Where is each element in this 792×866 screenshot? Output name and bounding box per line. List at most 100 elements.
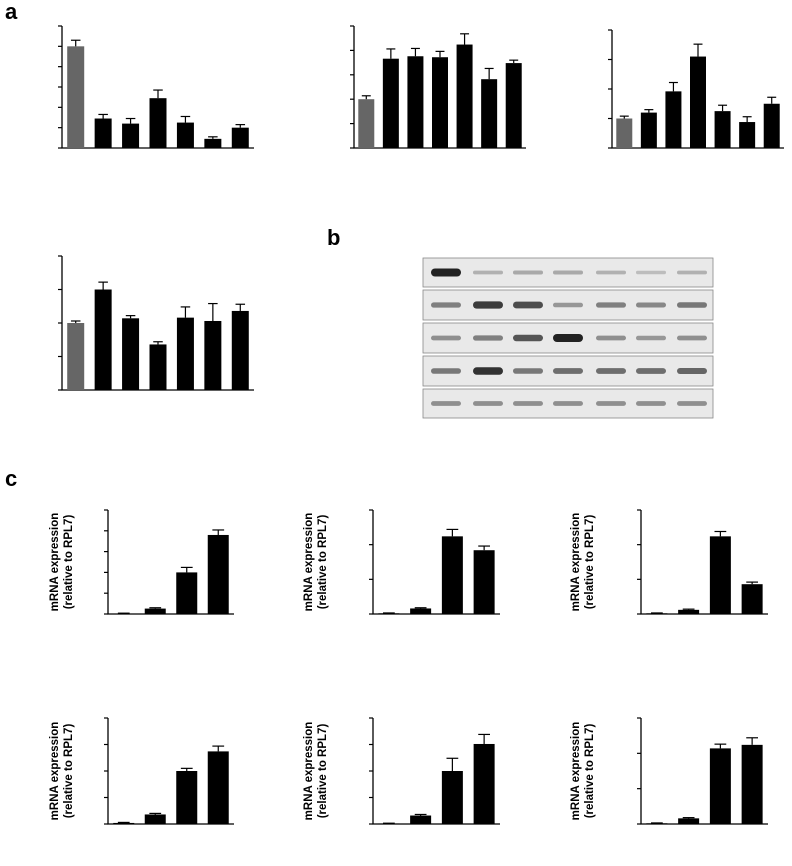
chart-g07: mRNA expression (relative to RPL7): [49, 717, 234, 825]
blot-band: [473, 301, 503, 309]
blot-band: [473, 335, 503, 341]
bar-g07: [714, 111, 731, 148]
bar-g03: [690, 56, 706, 148]
bar-bcl-xl: [176, 572, 198, 614]
blot-band: [553, 334, 583, 342]
bar-g02: [665, 91, 682, 148]
chart-bcl2: [58, 25, 254, 149]
y-axis-label-line2: (relative to RPL7): [317, 724, 329, 819]
blot-band: [431, 302, 461, 308]
bar-np: [67, 323, 85, 390]
bar-g09: [505, 63, 522, 149]
blot-band: [636, 335, 666, 341]
bar-g01: [94, 118, 112, 148]
blot-band: [473, 367, 503, 375]
bar-bcl-w: [678, 609, 700, 614]
blot-band: [596, 335, 626, 341]
bar-bcl-2: [113, 822, 135, 824]
y-axis-label-line2: (relative to RPL7): [63, 724, 75, 819]
panel-label-c: c: [5, 466, 17, 491]
blot-band: [596, 368, 626, 374]
blot-band: [431, 401, 461, 406]
chart-g08: mRNA expression (relative to RPL7): [303, 717, 500, 825]
bar-mcl-1: [207, 751, 229, 824]
blot-band: [513, 401, 543, 406]
blot-band: [553, 401, 583, 406]
blot-band: [596, 302, 626, 308]
chart-g02: mRNA expression (relative to RPL7): [303, 509, 500, 615]
bar-bcl-2: [378, 823, 400, 825]
bar-bcl-xl: [176, 771, 198, 824]
bar-g08: [739, 122, 756, 148]
chart-g03: mRNA expression (relative to RPL7): [570, 509, 768, 615]
bar-g07: [176, 122, 194, 148]
blot-band: [596, 270, 626, 275]
blot-band: [513, 301, 543, 309]
blot-band: [677, 401, 707, 406]
blot-band: [677, 270, 707, 275]
bar-mcl-1: [473, 743, 495, 824]
bar-bcl-xl: [441, 536, 463, 614]
chart-g01: mRNA expression (relative to RPL7): [49, 509, 234, 615]
blot-band: [636, 302, 666, 308]
bar-g08: [204, 138, 222, 148]
bar-g09: [231, 310, 249, 390]
blot-band: [677, 302, 707, 308]
y-axis-label-line1: mRNA expression: [570, 513, 582, 612]
bar-bcl-2: [113, 613, 135, 615]
bar-g01: [382, 58, 399, 148]
bar-bcl-w: [410, 815, 432, 824]
blot-band: [553, 270, 583, 275]
bar-mcl-1: [741, 584, 763, 614]
blot-band: [473, 270, 503, 275]
panel-label-b: b: [327, 225, 340, 250]
bar-g08: [204, 320, 222, 390]
bar-g01: [94, 289, 112, 390]
bar-mcl-1: [741, 744, 763, 824]
bar-bcl-xl: [441, 771, 463, 824]
blot-band: [636, 401, 666, 406]
bar-g02: [122, 318, 140, 390]
chart-g09: mRNA expression (relative to RPL7): [570, 717, 768, 825]
bar-bcl-2: [646, 613, 668, 615]
blot-band: [596, 401, 626, 406]
bar-g07: [176, 317, 194, 390]
blot-band: [431, 268, 461, 277]
bar-mcl-1: [207, 534, 229, 614]
blot-band: [677, 335, 707, 341]
bar-g08: [481, 79, 498, 148]
bar-bcl-w: [144, 814, 166, 824]
blot-strip: [422, 257, 714, 288]
panel-label-a: a: [5, 0, 18, 24]
bar-g03: [149, 344, 167, 390]
blot-band: [473, 401, 503, 406]
y-axis-label-line2: (relative to RPL7): [584, 724, 596, 819]
y-axis-label-line2: (relative to RPL7): [63, 515, 75, 610]
bar-bcl-w: [678, 818, 700, 824]
bar-bcl-xl: [709, 536, 731, 614]
y-axis-label-line1: mRNA expression: [49, 513, 61, 612]
y-axis-label-line1: mRNA expression: [303, 513, 315, 612]
blot-strip: [422, 289, 714, 321]
blot-band: [553, 368, 583, 374]
blot-band: [513, 270, 543, 275]
blot-band: [431, 368, 461, 374]
blot-band: [636, 368, 666, 374]
bar-g09: [763, 103, 780, 148]
bar-g03: [432, 57, 448, 149]
blot-band: [513, 368, 543, 374]
chart-mcl1: [58, 255, 254, 391]
bar-mcl-1: [473, 550, 495, 614]
bar-np: [616, 118, 633, 148]
y-axis-label-line1: mRNA expression: [303, 722, 315, 821]
bar-g09: [231, 127, 249, 148]
bar-bcl-w: [144, 608, 166, 614]
blot-band: [636, 270, 666, 275]
bar-g02: [122, 123, 140, 148]
bar-g02: [407, 56, 424, 149]
y-axis-label-line2: (relative to RPL7): [317, 515, 329, 610]
bar-bcl-2: [378, 613, 400, 615]
chart-bclw: [350, 25, 526, 149]
bar-bcl-w: [410, 608, 432, 614]
